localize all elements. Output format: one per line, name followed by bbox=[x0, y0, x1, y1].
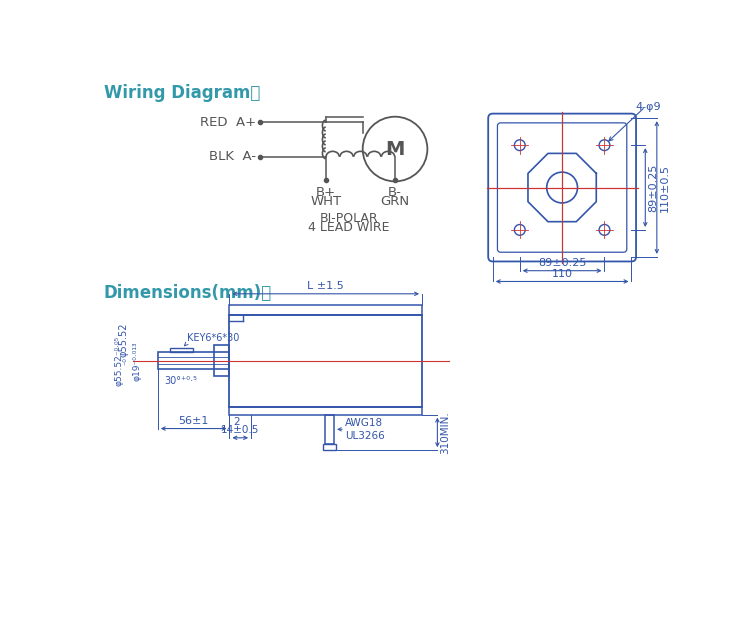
Text: Dimensions(mm)：: Dimensions(mm)： bbox=[104, 284, 272, 302]
Text: φ55.52⁻⁰·⁰⁵: φ55.52⁻⁰·⁰⁵ bbox=[115, 336, 124, 386]
Text: 2: 2 bbox=[233, 417, 240, 427]
Text: BI-POLAR: BI-POLAR bbox=[319, 212, 378, 225]
Text: 56±1: 56±1 bbox=[178, 416, 209, 426]
Text: 89±0.25: 89±0.25 bbox=[649, 163, 658, 212]
Bar bbox=[323, 444, 336, 450]
Text: φ19⁻⁰·⁰¹³: φ19⁻⁰·⁰¹³ bbox=[132, 341, 142, 381]
Text: M: M bbox=[386, 140, 405, 158]
Text: L ±1.5: L ±1.5 bbox=[308, 282, 344, 292]
Bar bbox=[214, 346, 230, 376]
Text: 310MIN.: 310MIN. bbox=[441, 411, 450, 454]
Bar bbox=[230, 305, 422, 315]
Text: 14±0.5: 14±0.5 bbox=[221, 426, 259, 436]
Text: RED  A+: RED A+ bbox=[201, 116, 256, 128]
Bar bbox=[170, 349, 193, 352]
Text: BLK  A-: BLK A- bbox=[210, 150, 256, 163]
Text: 4-φ9: 4-φ9 bbox=[635, 101, 661, 111]
Text: GRN: GRN bbox=[380, 195, 409, 208]
Text: B+: B+ bbox=[316, 186, 336, 199]
Text: 89±0.25: 89±0.25 bbox=[538, 259, 586, 269]
Bar bbox=[230, 407, 422, 414]
Text: 30°⁺⁰·⁵: 30°⁺⁰·⁵ bbox=[164, 376, 198, 386]
Text: ₋₀: ₋₀ bbox=[120, 357, 129, 365]
Bar bbox=[325, 414, 334, 444]
Text: Wiring Diagram：: Wiring Diagram： bbox=[104, 84, 260, 101]
Bar bbox=[230, 315, 422, 407]
Text: 110: 110 bbox=[551, 269, 573, 279]
Bar bbox=[158, 352, 230, 369]
Text: φ55.52: φ55.52 bbox=[119, 322, 129, 357]
Text: WHT: WHT bbox=[310, 195, 341, 208]
Text: AWG18
UL3266: AWG18 UL3266 bbox=[345, 418, 385, 441]
Text: KEY6*6*30: KEY6*6*30 bbox=[187, 333, 239, 343]
Text: B-: B- bbox=[388, 186, 402, 199]
Text: 110±0.5: 110±0.5 bbox=[660, 163, 670, 212]
Text: 4 LEAD WIRE: 4 LEAD WIRE bbox=[308, 222, 389, 234]
